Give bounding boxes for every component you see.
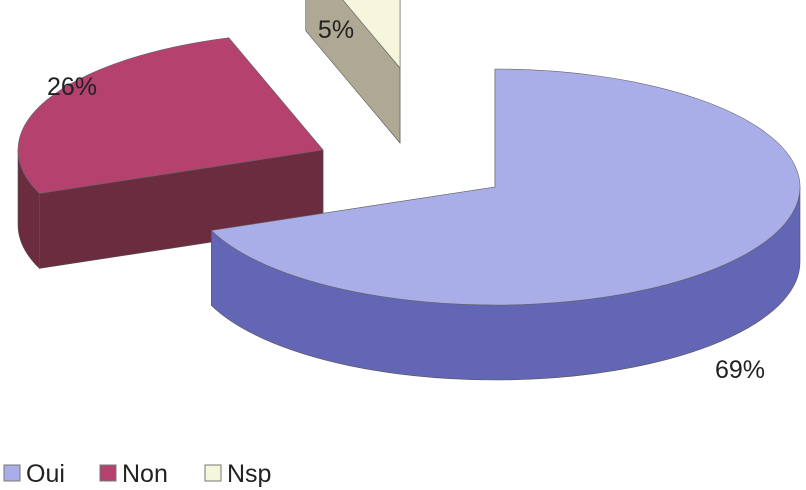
legend-label-oui: Oui	[26, 460, 65, 488]
legend-swatch-oui	[3, 464, 21, 482]
legend-swatch-non	[99, 464, 117, 482]
legend-label-nsp: Nsp	[227, 460, 271, 488]
data-label-non: 26%	[47, 73, 97, 101]
pie-slice-wall-nsp	[305, 0, 401, 144]
legend: Oui Non Nsp	[3, 460, 271, 488]
data-label-nsp: 5%	[318, 16, 354, 44]
legend-label-non: Non	[122, 460, 168, 488]
pie-slice-oui	[210, 68, 801, 306]
pie-slice-non	[17, 37, 324, 194]
data-label-oui: 69%	[715, 356, 765, 384]
pie-slice-nsp	[342, 0, 401, 69]
legend-swatch-nsp	[204, 464, 222, 482]
pie-slices	[17, 0, 801, 381]
